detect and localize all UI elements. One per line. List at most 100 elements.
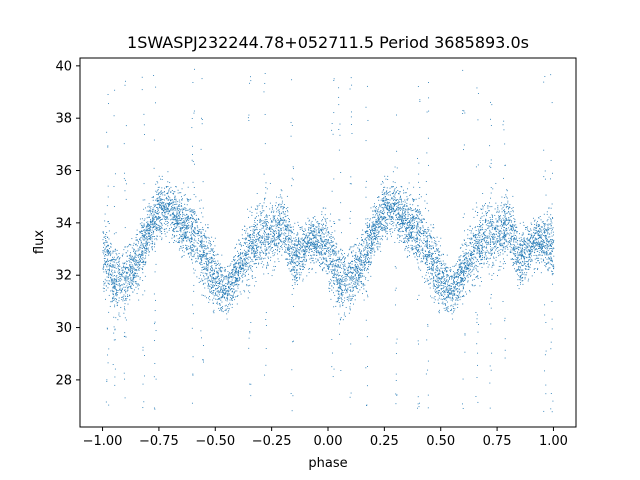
data-point: [294, 243, 296, 245]
data-point: [484, 251, 486, 253]
data-point: [176, 213, 178, 215]
data-point: [225, 269, 226, 271]
data-point: [293, 246, 295, 248]
data-point: [453, 280, 454, 282]
data-point: [256, 258, 258, 260]
data-point: [524, 249, 526, 251]
data-point: [533, 241, 535, 243]
data-point: [209, 243, 211, 245]
data-point: [541, 237, 543, 239]
data-point: [241, 269, 242, 271]
data-point: [385, 219, 387, 221]
data-point: [503, 215, 505, 216]
data-point: [370, 262, 372, 264]
data-point: [161, 202, 162, 204]
data-point: [431, 262, 433, 264]
data-point: [220, 266, 222, 268]
data-point: [389, 205, 391, 207]
data-point: [473, 247, 475, 249]
data-point: [158, 229, 159, 231]
data-point: [264, 234, 265, 236]
data-point: [412, 226, 414, 228]
data-point: [384, 225, 386, 227]
data-point: [172, 230, 174, 232]
data-point: [543, 250, 545, 252]
data-point: [435, 268, 437, 270]
data-point: [250, 253, 252, 255]
data-point: [341, 281, 343, 283]
data-point: [166, 207, 168, 209]
data-point: [292, 266, 294, 268]
data-point: [141, 259, 143, 260]
data-point: [138, 256, 139, 258]
data-point: [224, 288, 226, 290]
data-point: [326, 248, 328, 250]
data-point: [334, 269, 336, 271]
data-point: [546, 230, 548, 232]
data-point: [241, 253, 243, 255]
data-point: [226, 313, 228, 315]
data-point: [503, 224, 505, 226]
data-point: [273, 269, 275, 271]
data-point: [484, 204, 486, 206]
data-point: [116, 254, 118, 256]
data-point: [348, 294, 350, 296]
data-point: [508, 229, 510, 231]
data-point: [410, 217, 412, 219]
data-point: [425, 258, 427, 260]
data-point: [192, 229, 194, 231]
data-point: [205, 245, 207, 247]
data-point: [218, 292, 220, 294]
data-point: [234, 265, 236, 267]
data-point: [127, 288, 129, 290]
data-point: [301, 228, 303, 230]
data-point: [352, 290, 353, 292]
data-point: [481, 209, 482, 210]
data-point: [217, 303, 219, 305]
data-point: [353, 287, 355, 288]
data-point: [276, 245, 278, 247]
data-point: [518, 252, 520, 254]
data-point: [182, 226, 184, 228]
data-point: [510, 247, 512, 249]
data-point: [462, 285, 464, 287]
data-point: [359, 258, 361, 259]
data-point: [386, 237, 388, 239]
data-point: [286, 226, 288, 228]
data-point: [234, 260, 235, 262]
data-point: [336, 271, 338, 273]
data-point: [304, 238, 305, 240]
data-point: [342, 302, 343, 304]
data-point: [285, 235, 287, 237]
data-point: [507, 248, 509, 250]
data-point: [250, 206, 252, 208]
data-point: [384, 205, 386, 207]
data-point: [486, 236, 488, 238]
data-point: [265, 192, 267, 194]
data-point: [160, 178, 161, 180]
data-point: [246, 263, 248, 265]
data-point: [406, 256, 408, 258]
data-point: [466, 269, 468, 271]
data-point: [397, 190, 399, 191]
data-point: [134, 263, 136, 265]
data-point: [369, 264, 371, 266]
data-point: [413, 215, 415, 217]
data-point: [277, 224, 279, 226]
data-point: [144, 249, 146, 251]
data-point: [323, 242, 324, 244]
data-point: [348, 266, 350, 268]
data-point: [153, 221, 155, 223]
data-point: [345, 289, 347, 291]
data-point: [278, 235, 280, 236]
data-point: [463, 269, 465, 271]
data-point: [161, 237, 163, 239]
data-point: [217, 290, 219, 292]
data-point: [334, 252, 336, 254]
data-point: [341, 300, 342, 302]
data-point: [178, 226, 180, 228]
data-point: [537, 234, 539, 236]
data-point: [513, 221, 515, 223]
data-point: [187, 199, 189, 201]
data-point: [443, 286, 445, 288]
